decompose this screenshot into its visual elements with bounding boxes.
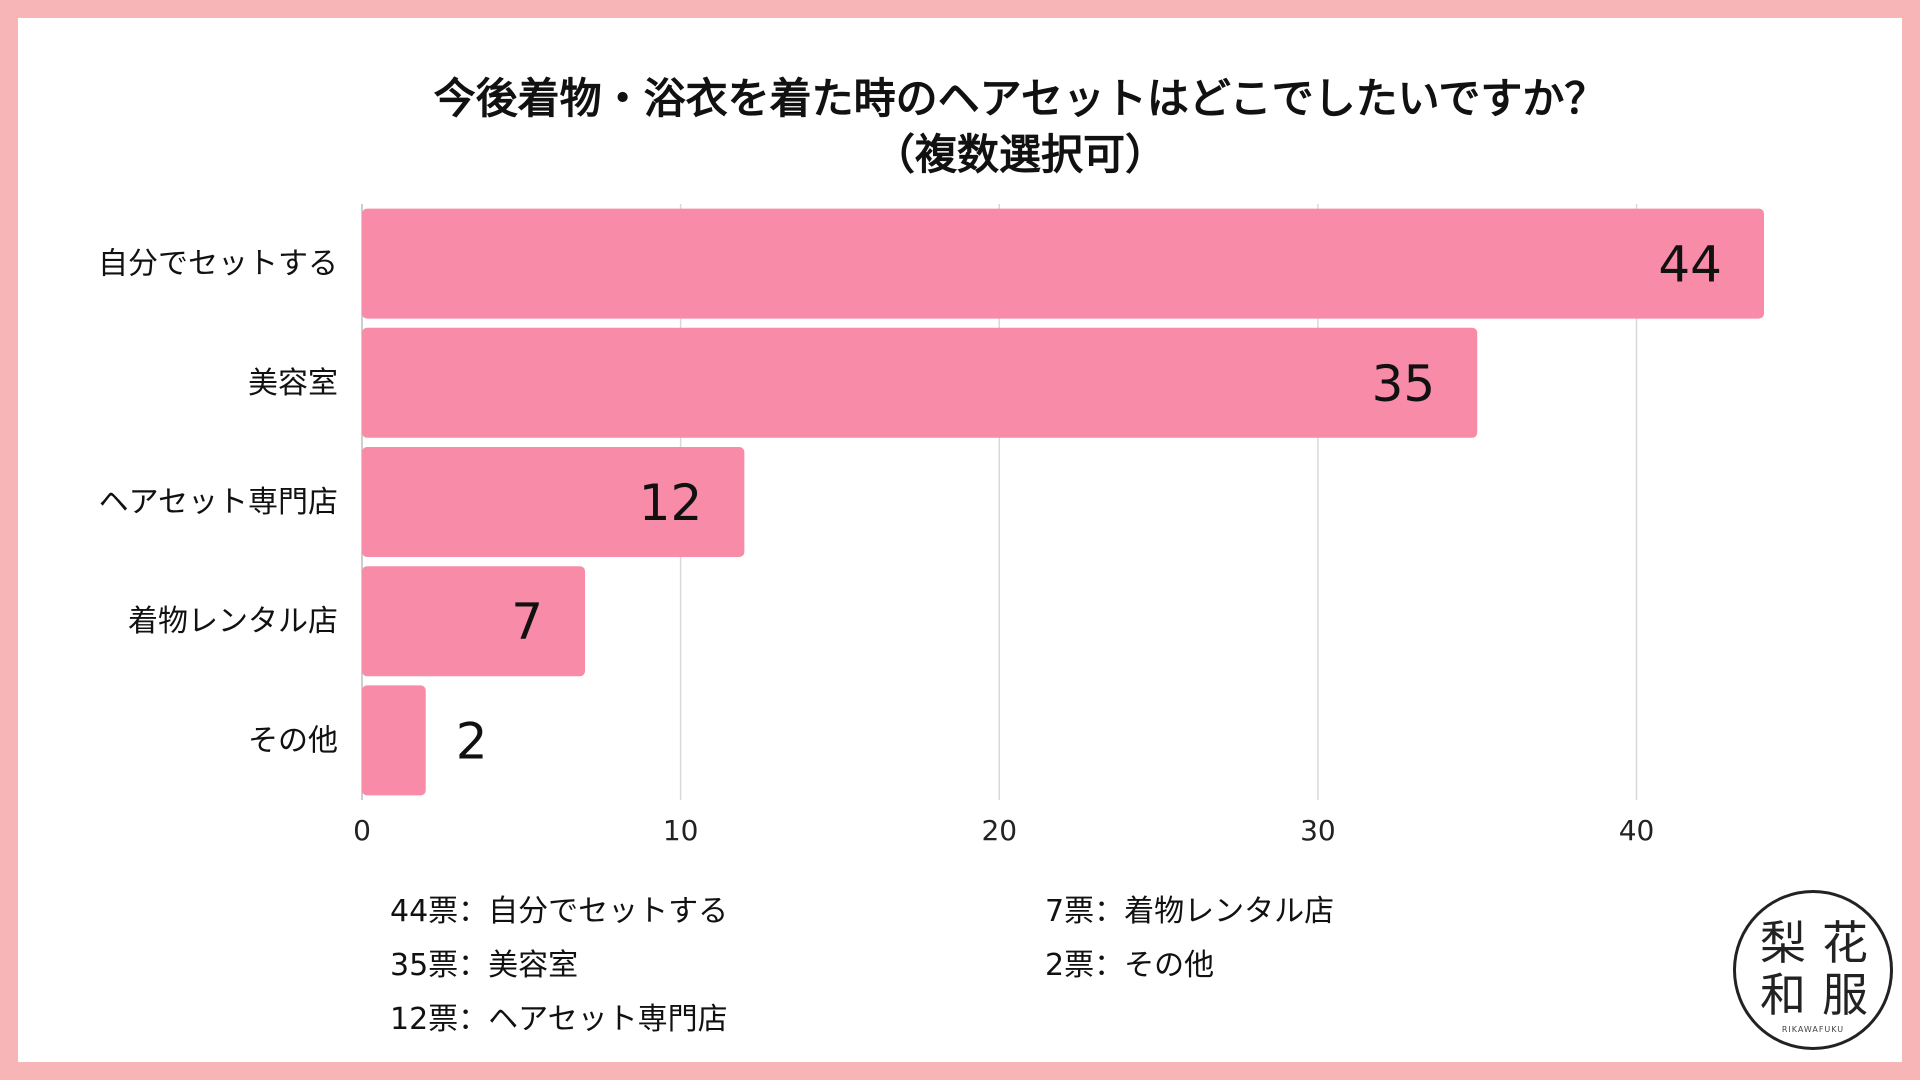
legend-item-5: 2票：その他	[1045, 948, 1215, 983]
logo-char-3: 和	[1760, 968, 1806, 1022]
legend-item-2: 35票：美容室	[390, 948, 579, 983]
category-label: 自分でセットする	[98, 247, 338, 282]
data-label: 35	[1372, 355, 1436, 413]
x-tick-label: 10	[663, 814, 699, 847]
category-label: その他	[248, 723, 338, 758]
data-label: 12	[639, 474, 703, 532]
bar	[362, 327, 1478, 438]
category-label: 美容室	[248, 366, 338, 401]
brand-logo: 梨 花 和 服 RIKAWAFUKU	[1733, 890, 1893, 1050]
x-tick-labels: 0 10 20 30 40	[353, 814, 1654, 847]
x-tick-label: 40	[1619, 814, 1655, 847]
x-tick-label: 20	[981, 814, 1017, 847]
bar	[362, 208, 1764, 319]
logo-char-4: 服	[1822, 968, 1868, 1022]
bar	[362, 447, 745, 557]
chart-title: 今後着物・浴衣を着た時のヘアセットはどこでしたいですか？	[433, 74, 1607, 123]
data-label: 7	[511, 593, 543, 651]
logo-subtext: RIKAWAFUKU	[1781, 1025, 1845, 1034]
x-tick-label: 30	[1300, 814, 1336, 847]
bar	[362, 566, 586, 677]
legend-item-3: 12票：ヘアセット専門店	[390, 1002, 728, 1037]
logo-char-1: 梨	[1760, 916, 1806, 970]
legend-item-1: 44票：自分でセットする	[390, 894, 729, 929]
logo-char-2: 花	[1822, 916, 1868, 970]
bar	[362, 685, 426, 796]
data-label: 44	[1658, 236, 1722, 294]
x-tick-label: 0	[353, 814, 371, 847]
category-label: 着物レンタル店	[128, 604, 338, 639]
category-label: ヘアセット専門店	[99, 485, 338, 520]
legend-item-4: 7票：着物レンタル店	[1045, 894, 1335, 929]
bars: 44 35 12 7 2	[362, 208, 1764, 796]
data-label: 2	[456, 712, 488, 770]
chart-subtitle: （複数選択可）	[872, 130, 1167, 179]
